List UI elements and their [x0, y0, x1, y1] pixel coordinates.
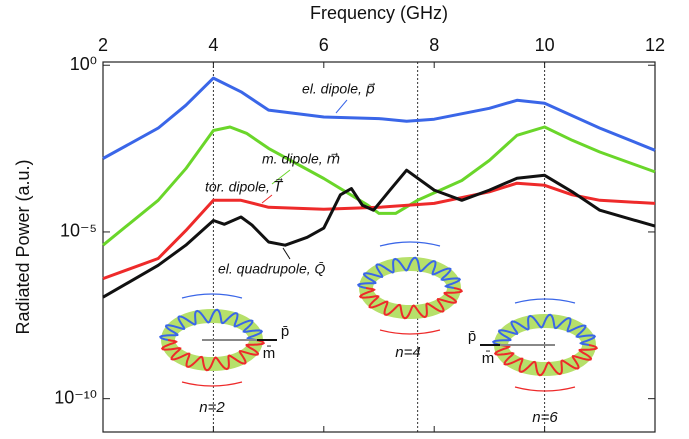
series-label: el. quadrupole, Q̄: [218, 261, 326, 277]
vector-label: p̄: [281, 323, 289, 340]
torus-coil: [493, 344, 598, 377]
mode-label: n=6: [532, 409, 558, 426]
torus-coil: [357, 256, 462, 289]
current-arrow: [379, 241, 441, 247]
x-tick-label: 2: [98, 35, 108, 55]
series-label: tor. dipole, T⃗: [205, 178, 284, 195]
y-axis-label: Radiated Power (a.u.): [13, 159, 33, 334]
x-tick-label: 12: [645, 35, 665, 55]
torus-coil: [159, 308, 264, 341]
series-line: [102, 125, 656, 247]
series-line: [102, 181, 656, 281]
mode-label: n=2: [199, 399, 225, 416]
series-line: [102, 168, 656, 299]
mode-label: n=4: [395, 344, 420, 361]
series-label: el. dipole, p⃗: [302, 81, 375, 97]
torus-illustration: n=6 p̄ m̄: [468, 298, 598, 426]
x-tick-label: 4: [208, 35, 218, 55]
y-tick-label: 10⁰: [70, 54, 97, 74]
series-label: m. dipole, m⃗: [262, 151, 340, 167]
y-tick-label: 10⁻⁵: [60, 221, 97, 241]
current-arrow: [514, 298, 576, 304]
current-arrow: [514, 386, 576, 392]
plot-frame: [102, 61, 656, 433]
vector-label: m̄: [263, 345, 276, 362]
torus-illustration: n=2 p̄ m̄: [159, 293, 289, 416]
label-arrow: [282, 247, 291, 260]
label-arrow: [335, 99, 348, 114]
x-tick-label: 8: [429, 35, 439, 55]
torus-coil: [492, 313, 597, 346]
current-arrow: [181, 381, 243, 387]
torus-illustration: n=4: [357, 241, 463, 361]
label-arrow: [261, 194, 273, 204]
chart-title: Frequency (GHz): [310, 3, 448, 23]
torus-coil: [160, 339, 265, 372]
x-tick-label: 10: [535, 35, 555, 55]
series-line: [102, 76, 656, 160]
vector-label: p̄: [468, 328, 476, 345]
vector-label: m̄: [482, 350, 495, 367]
y-tick-label: 10⁻¹⁰: [54, 387, 97, 407]
x-tick-label: 6: [319, 35, 329, 55]
current-arrow: [181, 293, 243, 299]
label-arrow: [271, 169, 291, 185]
current-arrow: [379, 329, 441, 335]
torus-coil: [358, 287, 463, 320]
